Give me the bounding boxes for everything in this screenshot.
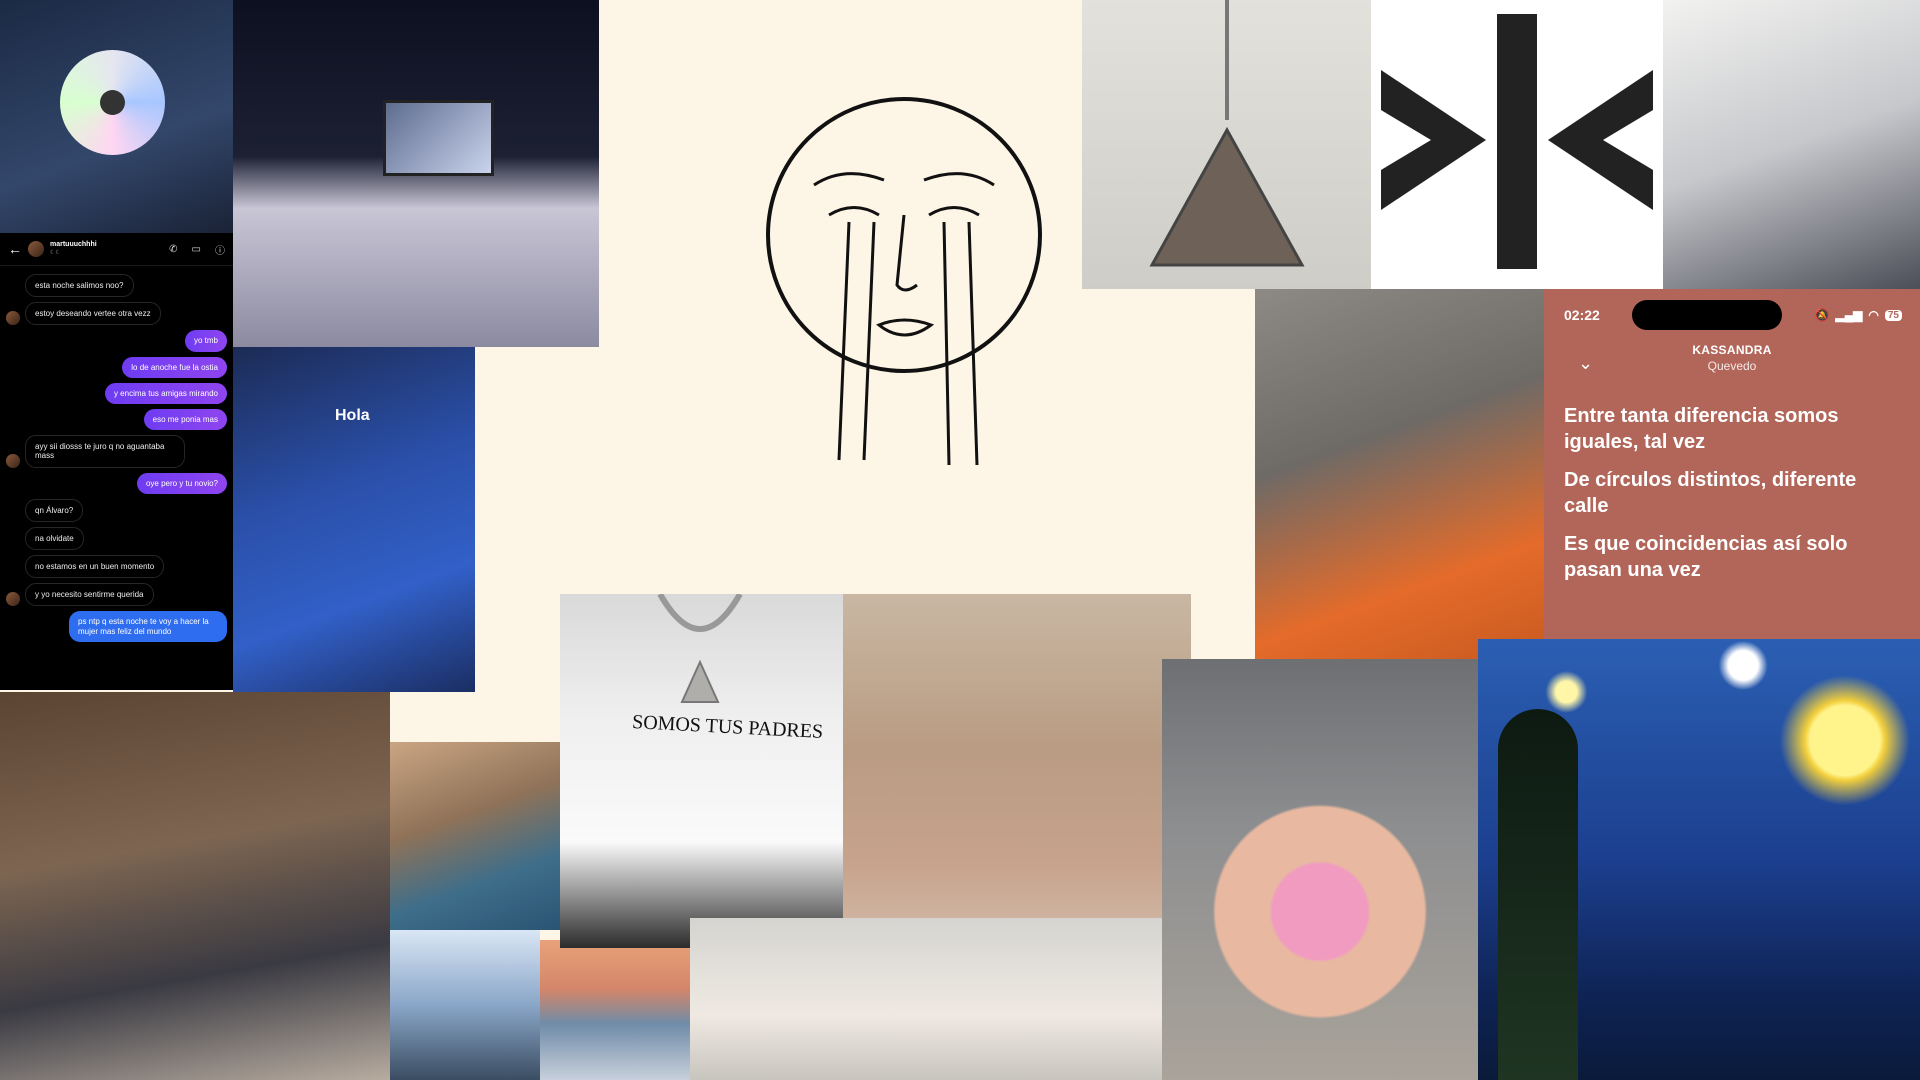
pyramid-necklace-photo (1082, 0, 1371, 289)
battery-icon: 75 (1884, 309, 1902, 321)
daw-label: Hola (335, 407, 370, 424)
message-row: na olvidate (6, 526, 227, 551)
message-row: esta noche salimos noo? (6, 274, 227, 298)
message-row: ps ntp q esta noche te voy a hacer la mu… (6, 611, 227, 642)
wifi-icon: ◠ (1868, 308, 1879, 322)
message-bubble: oye pero y tu novio? (136, 472, 227, 494)
message-bubble: esta noche salimos noo? (25, 274, 134, 298)
info-icon: ⓘ (215, 245, 225, 257)
message-row: oye pero y tu novio? (6, 472, 227, 494)
sunset-girls-photo (540, 940, 690, 1080)
avatar (28, 241, 44, 257)
message-row: lo de anoche fue la ostia (6, 356, 227, 378)
message-row: yo tmb (6, 330, 227, 352)
chain-necklace-svg (657, 594, 743, 703)
man-orange-sweater-photo (1255, 289, 1544, 659)
tshirt-photo: SOMOS TUS PADRES (560, 594, 843, 948)
status-bar: 02:22 🔕 ▂▄▆ ◠ 75 (1544, 289, 1920, 331)
crying-face-svg (766, 97, 1042, 466)
video-icon: ▭ (191, 243, 201, 255)
avatar (6, 453, 20, 468)
back-arrow-icon: ← (8, 241, 22, 257)
crying-face-drawing (599, 0, 1082, 594)
chat-user-sub: ☾☾ (50, 249, 61, 256)
pyramid-pendant-svg (1149, 0, 1305, 267)
lyric-line: De círculos distintos, diferente calle (1564, 469, 1857, 517)
message-bubble: y encima tus amigas mirando (104, 382, 227, 404)
logo-mark-svg (1381, 14, 1653, 269)
message-bubble: no estamos en un buen momento (25, 555, 165, 579)
beach-friends-photo (843, 594, 1191, 978)
brand-logo (1371, 0, 1663, 289)
lyrics-screen: 02:22 🔕 ▂▄▆ ◠ 75 ⌄ KASSANDRA Quevedo Ent… (1544, 289, 1920, 639)
laptop-screen (383, 100, 494, 176)
phone-icon: ✆ (169, 243, 178, 255)
message-row: qn Álvaro? (6, 498, 227, 522)
three-men-photo (0, 692, 390, 1080)
starry-night-painting (1478, 639, 1920, 1080)
cd-hand-illustration (0, 0, 233, 233)
chat-header: ← martuuuchhhi ☾☾ ✆ ▭ ⓘ (0, 233, 233, 266)
message-row: no estamos en un buen momento (6, 555, 227, 579)
status-icons: 🔕 ▂▄▆ ◠ 75 (1814, 308, 1902, 322)
chat-screenshot: ← martuuuchhhi ☾☾ ✆ ▭ ⓘ esta noche salim… (0, 233, 233, 690)
message-bubble: na olvidate (25, 526, 84, 551)
message-row: y yo necesito sentirme querida (6, 583, 227, 607)
mountain-sun-photo (390, 930, 540, 1080)
cd-disc (60, 50, 165, 155)
desk-laptop-photo (233, 0, 599, 347)
mute-icon: 🔕 (1814, 308, 1830, 322)
daw-screen-photo: Hola (233, 347, 475, 692)
message-bubble: yo tmb (184, 330, 227, 352)
avatar (6, 592, 20, 607)
message-bubble: y yo necesito sentirme querida (25, 583, 154, 607)
cypress-tree (1498, 709, 1578, 1080)
chat-username: martuuuchhhi ☾☾ (50, 241, 155, 257)
chevron-down-icon[interactable]: ⌄ (1578, 353, 1594, 373)
message-bubble: eso me ponia mas (143, 408, 227, 431)
message-list: esta noche salimos noo? estoy deseando v… (0, 266, 233, 650)
dynamic-island (1632, 300, 1783, 330)
bed-legs-photo (690, 918, 1162, 1080)
message-bubble: lo de anoche fue la ostia (122, 356, 227, 378)
coast-rocks-photo (390, 742, 560, 930)
lyric-line: Entre tanta diferencia somos iguales, ta… (1564, 405, 1839, 453)
message-row: y encima tus amigas mirando (6, 382, 227, 404)
status-time: 02:22 (1564, 307, 1600, 323)
man-and-dog-photo (1663, 0, 1920, 289)
song-artist: Quevedo (1707, 359, 1757, 373)
message-bubble: ayy sii diosss te juro q no aguantaba ma… (25, 435, 185, 468)
message-row: eso me ponia mas (6, 408, 227, 431)
message-row: ayy sii diosss te juro q no aguantaba ma… (6, 435, 227, 468)
message-bubble: estoy deseando vertee otra vezz (25, 302, 161, 326)
message-bubble: qn Álvaro? (25, 498, 84, 522)
avatar (6, 311, 20, 326)
lyric-line: Es que coincidencias así solo pasan una … (1564, 533, 1848, 581)
message-row: estoy deseando vertee otra vezz (6, 302, 227, 326)
flower-bouquet-photo (1162, 659, 1478, 1080)
song-title: KASSANDRA (1692, 343, 1772, 357)
message-bubble: ps ntp q esta noche te voy a hacer la mu… (69, 611, 227, 642)
signal-icon: ▂▄▆ (1835, 308, 1863, 322)
song-header: ⌄ KASSANDRA Quevedo (1544, 331, 1920, 391)
